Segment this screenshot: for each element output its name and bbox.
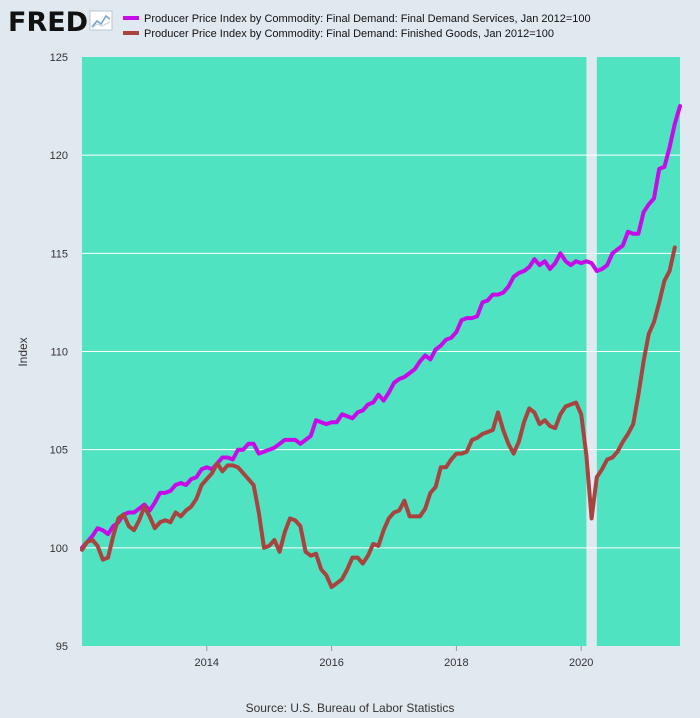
source-note: Source: U.S. Bureau of Labor Statistics [246, 701, 455, 715]
series-line-1 [80, 104, 682, 550]
x-axis: 2014 2016 2018 2020 [195, 646, 593, 669]
y-tick-label: 110 [50, 347, 68, 359]
gridlines [82, 154, 680, 549]
y-tick-label: 120 [50, 150, 68, 162]
x-tick-label: 2014 [195, 657, 219, 669]
series-line-2 [80, 245, 677, 590]
fred-logo[interactable]: FRED [8, 7, 113, 38]
y-tick-label: 125 [50, 52, 68, 64]
legend-label-1: Producer Price Index by Commodity: Final… [144, 13, 591, 25]
legend-label-2: Producer Price Index by Commodity: Final… [144, 28, 554, 40]
x-tick-label: 2016 [319, 657, 343, 669]
legend: Producer Price Index by Commodity: Final… [123, 13, 591, 40]
y-axis-title: Index [16, 337, 30, 366]
y-tick-label: 105 [50, 445, 68, 457]
y-tick-label: 95 [56, 641, 68, 653]
y-tick-label: 100 [50, 543, 68, 555]
x-tick-label: 2020 [569, 657, 593, 669]
y-tick-label: 115 [50, 248, 68, 260]
logo-text: FRED [8, 7, 88, 38]
x-tick-label: 2018 [444, 657, 468, 669]
series-lines [80, 104, 682, 590]
y-axis: 95 100 105 110 115 120 125 [50, 52, 68, 653]
line-chart-icon [89, 10, 113, 31]
